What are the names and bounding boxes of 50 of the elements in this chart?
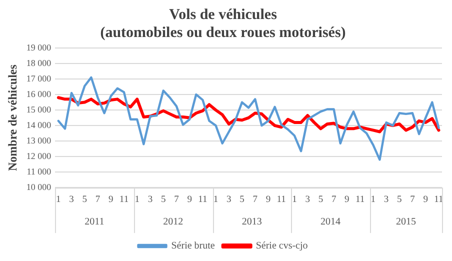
x-tick-label: 11 bbox=[119, 194, 129, 205]
x-tick-label: 11 bbox=[434, 194, 444, 205]
text: 2014 bbox=[320, 216, 341, 228]
x-tick-label: 9 bbox=[423, 194, 428, 205]
x-tick-label: 1 bbox=[134, 194, 140, 205]
text: 2013 bbox=[242, 216, 262, 228]
legend-label: Série brute bbox=[171, 240, 216, 252]
x-tick-label: 9 bbox=[187, 194, 192, 205]
x-tick-label: 7 bbox=[95, 194, 100, 205]
x-tick-label: 1 bbox=[213, 194, 218, 205]
y-tick-label: 11 000 bbox=[26, 166, 52, 176]
y-tick-label: 16 000 bbox=[26, 88, 52, 99]
x-tick-label: 9 bbox=[266, 194, 271, 205]
x-tick-label: 1 bbox=[56, 194, 62, 205]
x-tick-label: 9 bbox=[108, 194, 114, 205]
x-tick-label: 1 bbox=[292, 194, 298, 205]
text: 2015 bbox=[396, 216, 416, 228]
x-tick-label: 7 bbox=[252, 194, 258, 205]
x-tick-label: 3 bbox=[384, 194, 389, 205]
x-tick-label: 9 bbox=[344, 194, 350, 205]
x-tick-label: 11 bbox=[198, 194, 208, 205]
y-tick-label: 15 000 bbox=[26, 104, 52, 114]
y-tick-label: 17 000 bbox=[26, 73, 52, 84]
y-tick-label: 12 000 bbox=[26, 150, 52, 161]
x-tick-label: 5 bbox=[82, 194, 88, 205]
text: 2011 bbox=[84, 216, 104, 228]
x-tick-label: 11 bbox=[276, 194, 286, 205]
y-tick-label: 13 000 bbox=[26, 135, 52, 146]
x-tick-label: 7 bbox=[410, 194, 416, 205]
x-tick-label: 1 bbox=[370, 194, 376, 205]
x-tick-label: 5 bbox=[397, 194, 402, 205]
y-tick-label: 18 000 bbox=[26, 58, 52, 68]
y-tick-label: 10 000 bbox=[26, 182, 52, 192]
text: Vols de véhicules bbox=[169, 6, 277, 23]
legend-label: Série cvs-cjo bbox=[256, 240, 308, 252]
y-tick-label: 19 000 bbox=[26, 42, 52, 52]
text: (automobiles ou deux roues motorisés) bbox=[100, 24, 346, 41]
x-tick-label: 5 bbox=[318, 194, 324, 205]
x-tick-label: 5 bbox=[160, 194, 166, 205]
x-tick-label: 3 bbox=[69, 194, 74, 205]
x-tick-label: 3 bbox=[305, 194, 310, 205]
y-axis-title: Nombre de véhicules bbox=[5, 64, 20, 172]
y-tick-label: 14 000 bbox=[26, 120, 52, 130]
text: 2012 bbox=[163, 216, 184, 228]
x-tick-label: 11 bbox=[355, 194, 365, 205]
x-tick-label: 7 bbox=[174, 194, 180, 205]
x-tick-label: 7 bbox=[331, 194, 336, 205]
x-tick-label: 5 bbox=[240, 194, 245, 205]
x-tick-label: 3 bbox=[226, 194, 232, 205]
x-tick-label: 3 bbox=[148, 194, 153, 205]
